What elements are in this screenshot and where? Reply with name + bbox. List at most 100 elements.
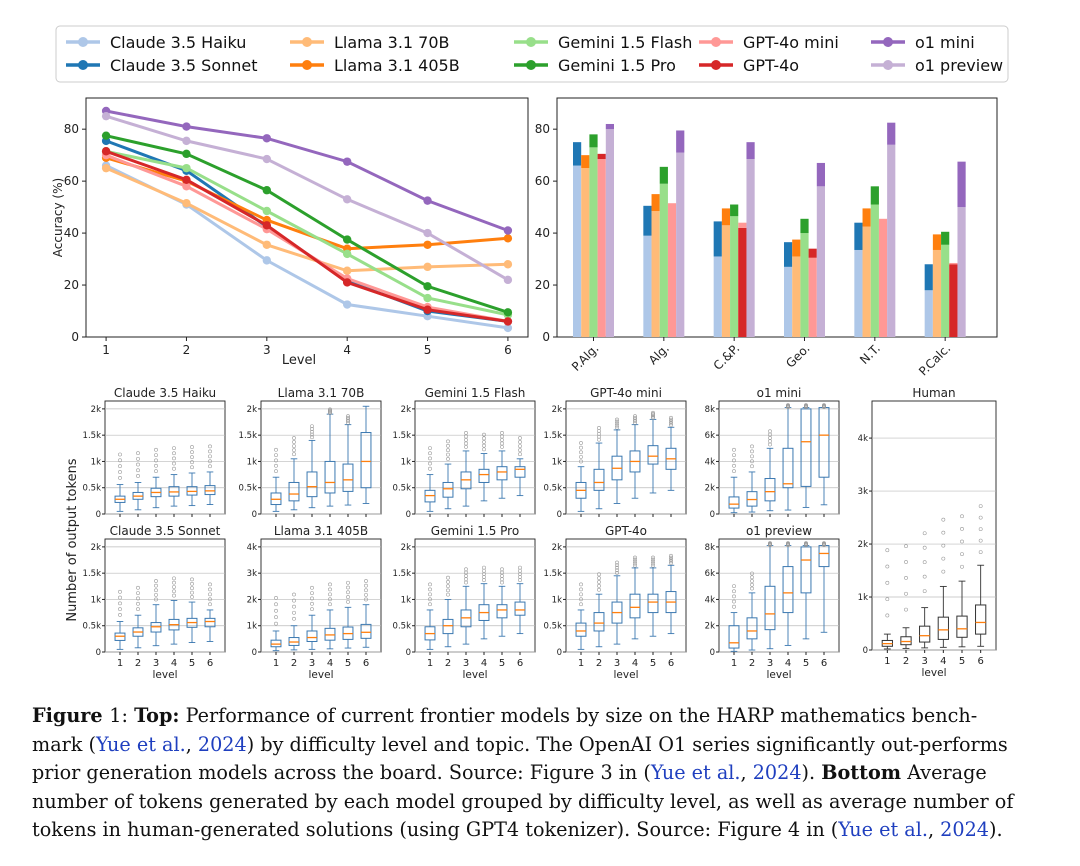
bar-segment-top: [784, 242, 793, 267]
box-outlier: [172, 585, 176, 589]
bar-segment-top: [887, 122, 896, 145]
y-tick-label: 0: [71, 330, 79, 344]
box-iqr: [514, 601, 526, 616]
series-point: [101, 163, 111, 173]
box-outlier: [732, 469, 736, 474]
box-outlier: [446, 452, 450, 457]
bar-segment-top: [870, 186, 879, 205]
y-tick-label: 1k: [552, 457, 562, 467]
box-outlier: [118, 475, 122, 480]
box-y-axis-label: Number of output tokens: [65, 458, 80, 621]
x-tick-label: 2: [445, 658, 451, 669]
box-outlier: [364, 579, 368, 583]
box-outlier: [822, 541, 826, 546]
y-tick-label: 0: [542, 330, 550, 344]
box-outlier: [154, 469, 158, 474]
box-outlier: [669, 417, 673, 422]
citation-year-3[interactable]: 2024: [940, 818, 989, 842]
box-outlier: [172, 589, 176, 594]
box-outlier: [154, 447, 158, 452]
y-tick-label: 0: [96, 648, 101, 658]
box-outlier: [732, 604, 736, 609]
box-outlier: [922, 560, 927, 565]
box-outlier: [136, 596, 140, 601]
box-outlier: [579, 592, 583, 597]
box-panel: Claude 3.5 Sonnet 0 0.5k 1k 1.5k 2k 1 2 3 4 5 6 leve…: [83, 524, 226, 681]
box-outlier: [633, 415, 637, 420]
x-tick-label: 1: [578, 658, 584, 669]
box-outlier: [960, 552, 964, 557]
box-panel-frame: [260, 538, 382, 653]
bar-segment-base: [667, 203, 677, 337]
box-outlier: [750, 571, 754, 576]
citation-year-1[interactable]: 2024: [197, 732, 247, 756]
box-outlier: [172, 580, 176, 585]
bar-segment-top: [854, 222, 863, 250]
y-tick-label: 1k: [401, 595, 411, 605]
box-iqr: [764, 585, 776, 631]
box-outlier: [446, 580, 450, 584]
box-iqr: [782, 447, 794, 489]
box-outlier: [118, 589, 122, 594]
citation-link-2[interactable]: Yue et al.: [650, 761, 741, 785]
y-tick-label: 0.5k: [83, 622, 102, 632]
box-outlier: [978, 538, 983, 543]
box-outlier: [292, 610, 296, 615]
series-point: [423, 196, 432, 205]
box-panel-frame: [414, 538, 536, 653]
box-outlier: [446, 443, 450, 448]
series-point: [342, 266, 352, 275]
box-iqr: [629, 593, 641, 619]
box-outlier: [750, 586, 754, 591]
box-panel: o1 preview 0 2k 4k 6k 8k 1 2 3 4 5 6 level: [705, 524, 840, 681]
citation-link-3[interactable]: Yue et al.: [838, 818, 928, 842]
box-outlier: [364, 583, 368, 588]
box-outlier: [136, 601, 140, 606]
series-point: [423, 228, 432, 238]
series-point: [182, 122, 191, 131]
box-iqr: [442, 618, 454, 635]
box-panel: Gemini 1.5 Pro 0 0.5k 1k 1.5k 2k 1 2 3 4 5 6 level: [393, 524, 536, 681]
citation-year-2[interactable]: 2024: [752, 761, 802, 785]
box-outlier: [154, 579, 158, 583]
box-outlier: [464, 431, 468, 435]
y-tick-label: 0.5k: [393, 484, 412, 494]
box-outlier: [118, 601, 122, 606]
box-outlier: [154, 453, 158, 458]
y-tick-label: 0: [710, 648, 715, 658]
box-iqr: [478, 468, 490, 483]
box-outlier: [428, 456, 432, 461]
box-iqr: [956, 615, 968, 638]
box-outlier: [518, 436, 522, 440]
box-outlier: [328, 602, 332, 607]
box-outlier: [208, 459, 212, 464]
legend-swatch-marker: [526, 37, 536, 47]
box-outlier: [960, 539, 964, 544]
series-point: [101, 111, 111, 121]
citation-link-1[interactable]: Yue et al.: [96, 732, 186, 756]
box-outlier: [732, 589, 736, 594]
series-point: [101, 147, 111, 156]
bar-segment-top: [924, 264, 933, 291]
box-outlier: [118, 607, 122, 612]
x-tick-label: Alg.: [646, 341, 672, 367]
box-outlier: [172, 461, 176, 466]
box-outlier: [732, 594, 736, 599]
box-outlier: [364, 588, 368, 593]
y-tick-label: 1.5k: [83, 431, 102, 441]
box-outlier: [328, 597, 332, 602]
box-panel: o1 mini 0 2k 4k 6k 8k: [705, 386, 840, 520]
y-tick-label: 20: [64, 278, 79, 292]
box-outlier: [579, 582, 583, 587]
box-outlier: [310, 427, 314, 431]
box-outlier: [651, 414, 655, 419]
box-outlier: [651, 561, 655, 566]
y-tick-label: 2k: [247, 595, 257, 605]
box-outlier: [328, 592, 332, 597]
box-outlier: [446, 588, 450, 593]
box-outlier: [428, 466, 432, 471]
box-outlier: [346, 599, 350, 604]
box-outlier: [208, 592, 212, 597]
caption-text-4: number of tokens generated by each model…: [32, 789, 1014, 813]
box-iqr: [514, 466, 526, 478]
